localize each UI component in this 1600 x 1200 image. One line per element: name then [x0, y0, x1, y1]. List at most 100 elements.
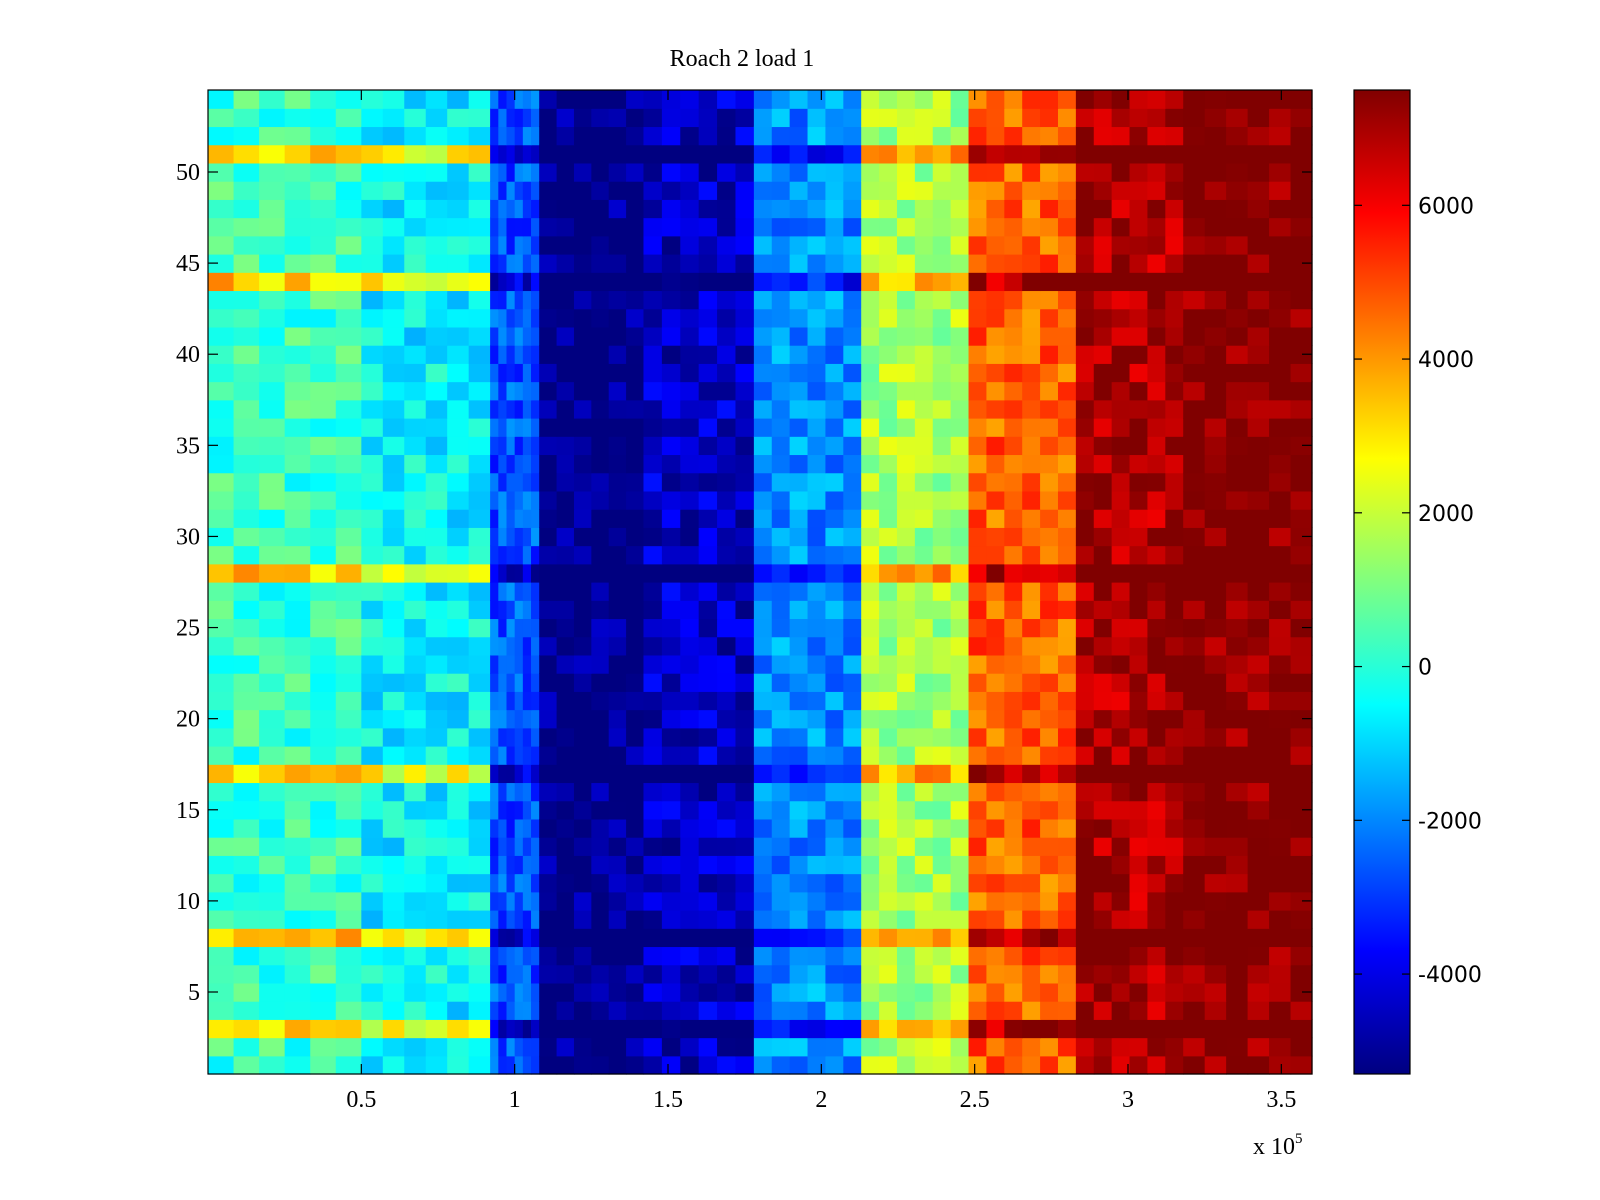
- heatmap-cell: [843, 746, 862, 765]
- heatmap-cell: [310, 910, 337, 929]
- heatmap-cell: [789, 326, 809, 346]
- heatmap-cell: [861, 418, 880, 437]
- heatmap-cell: [698, 782, 718, 802]
- heatmap-cell: [573, 618, 592, 638]
- heatmap-cell: [843, 873, 862, 893]
- heatmap-cell: [1226, 873, 1249, 893]
- heatmap-cell: [950, 891, 970, 911]
- heatmap-cell: [425, 90, 448, 109]
- heatmap-cell: [573, 527, 592, 547]
- heatmap-cell: [1040, 800, 1059, 820]
- heatmap-cell: [208, 673, 235, 692]
- heatmap-cell: [1093, 982, 1113, 1002]
- heatmap-cell: [1057, 636, 1077, 656]
- heatmap-cell: [1075, 600, 1095, 620]
- heatmap-cell: [680, 1037, 700, 1057]
- colorbar: [1353, 89, 1411, 1075]
- heatmap-cell: [1093, 636, 1113, 656]
- heatmap-cell: [490, 582, 499, 601]
- heatmap-cell: [498, 618, 508, 638]
- heatmap-cell: [1165, 600, 1184, 620]
- heatmap-cell: [233, 509, 260, 528]
- heatmap-cell: [1183, 964, 1206, 984]
- heatmap-cell: [914, 618, 934, 638]
- heatmap-cell: [807, 545, 827, 565]
- heatmap-cell: [608, 217, 627, 237]
- heatmap-cell: [968, 910, 988, 929]
- heatmap-cell: [698, 326, 718, 346]
- heatmap-cell: [968, 472, 988, 492]
- heatmap-cell: [361, 162, 384, 182]
- heatmap-cell: [879, 345, 898, 364]
- heatmap-cell: [208, 144, 235, 164]
- heatmap-cell: [789, 800, 809, 820]
- heatmap-cell: [1165, 910, 1184, 929]
- heatmap-cell: [932, 1019, 952, 1039]
- heatmap-cell: [447, 126, 470, 146]
- heatmap-cell: [825, 144, 844, 164]
- heatmap-cell: [968, 873, 988, 893]
- heatmap-cell: [404, 709, 427, 729]
- heatmap-cell: [556, 1055, 575, 1075]
- y-tick-label: 25: [176, 616, 200, 642]
- heatmap-cell: [698, 308, 718, 328]
- heatmap-cell: [771, 217, 791, 237]
- heatmap-cell: [382, 563, 405, 583]
- heatmap-cell: [968, 563, 988, 583]
- heatmap-cell: [404, 363, 427, 383]
- heatmap-cell: [1290, 290, 1313, 310]
- heatmap-cell: [522, 144, 532, 164]
- heatmap-cell: [896, 1001, 916, 1020]
- heatmap-cell: [753, 217, 773, 237]
- heatmap-cell: [1111, 199, 1131, 219]
- heatmap-cell: [556, 891, 575, 911]
- heatmap-cell: [1165, 472, 1184, 492]
- heatmap-cell: [1040, 873, 1059, 893]
- heatmap-cell: [1204, 946, 1227, 966]
- heatmap-cell: [1111, 800, 1131, 820]
- heatmap-cell: [591, 855, 610, 875]
- heatmap-cell: [789, 746, 809, 765]
- heatmap-cell: [968, 1037, 988, 1057]
- heatmap-cell: [1057, 399, 1077, 419]
- heatmap-cell: [335, 308, 362, 328]
- heatmap-cell: [717, 181, 737, 200]
- heatmap-cell: [698, 381, 718, 401]
- heatmap-cell: [1040, 545, 1059, 565]
- heatmap-cell: [879, 1001, 898, 1020]
- heatmap-cell: [490, 181, 499, 200]
- heatmap-cell: [717, 308, 737, 328]
- heatmap-cell: [514, 964, 524, 984]
- heatmap-cell: [608, 1037, 627, 1057]
- heatmap-cell: [1040, 654, 1059, 674]
- heatmap-cell: [861, 928, 880, 948]
- heatmap-cell: [284, 345, 311, 364]
- heatmap-cell: [1022, 399, 1041, 419]
- heatmap-cell: [514, 1001, 524, 1020]
- heatmap-cell: [789, 1001, 809, 1020]
- heatmap-cell: [807, 108, 827, 128]
- heatmap-cell: [361, 855, 384, 875]
- heatmap-cell: [771, 764, 791, 784]
- heatmap-cell: [591, 618, 610, 638]
- heatmap-cell: [361, 472, 384, 492]
- heatmap-cell: [950, 199, 970, 219]
- heatmap-cell: [1204, 144, 1227, 164]
- heatmap-cell: [490, 454, 499, 474]
- heatmap-cell: [259, 381, 286, 401]
- heatmap-cell: [914, 600, 934, 620]
- heatmap-cell: [1057, 1037, 1077, 1057]
- heatmap-cell: [310, 381, 337, 401]
- heatmap-cell: [447, 691, 470, 711]
- heatmap-cell: [861, 691, 880, 711]
- heatmap-cell: [1247, 709, 1270, 729]
- heatmap-cell: [717, 800, 737, 820]
- heatmap-cell: [591, 363, 610, 383]
- heatmap-cell: [447, 108, 470, 128]
- heatmap-cell: [335, 454, 362, 474]
- heatmap-cell: [1247, 472, 1270, 492]
- heatmap-cell: [626, 636, 645, 656]
- heatmap-cell: [950, 90, 970, 109]
- heatmap-cell: [843, 326, 862, 346]
- heatmap-cell: [861, 381, 880, 401]
